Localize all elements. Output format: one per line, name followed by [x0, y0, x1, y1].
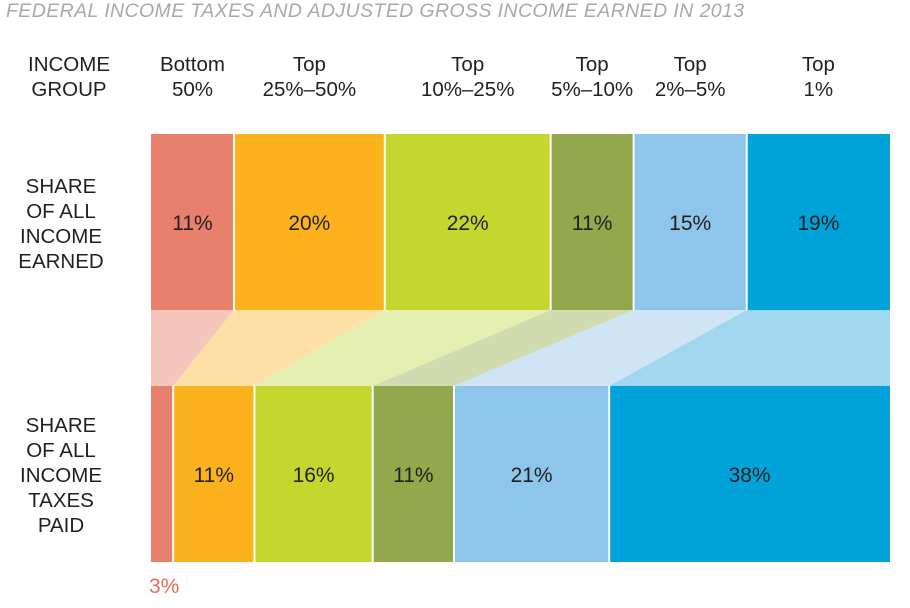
income-value-label: 11% — [572, 212, 612, 235]
income-bar-segment — [633, 134, 747, 310]
income-group-label-line: GROUP — [31, 78, 107, 101]
tax-value-label: 21% — [511, 464, 553, 487]
income-bar-segment — [384, 134, 551, 310]
income-group-header: Top 2%–5% — [620, 52, 760, 102]
tax-value-label: 11% — [194, 464, 234, 487]
connector-band — [151, 310, 234, 386]
income-group-header-line2: 5%–10% — [551, 78, 634, 101]
income-earned-row-label: SHARE OF ALL INCOME EARNED — [0, 174, 122, 274]
tax-bar-segment — [453, 386, 610, 562]
row-label-line: TAXES — [28, 489, 94, 512]
income-value-label: 19% — [797, 212, 839, 235]
income-group-header-line1: Top — [451, 53, 485, 76]
connector-band — [254, 310, 551, 386]
income-bar-segment — [233, 134, 385, 310]
connector-band — [609, 310, 890, 386]
income-group-header: Top 1% — [748, 52, 888, 102]
income-bar-segment — [550, 134, 634, 310]
income-bar-segment — [746, 134, 890, 310]
row-label-line: INCOME — [20, 225, 102, 248]
tax-bar-segment — [372, 386, 454, 562]
income-value-label: 15% — [669, 212, 711, 235]
chart-title: FEDERAL INCOME TAXES AND ADJUSTED GROSS … — [6, 0, 745, 22]
income-group-header-line2: 2%–5% — [654, 78, 726, 101]
tax-bar-segment — [254, 386, 373, 562]
taxes-paid-row-label: SHARE OF ALL INCOME TAXES PAID — [0, 413, 122, 538]
connector-band — [372, 310, 634, 386]
connector-band — [173, 310, 385, 386]
row-label-line: OF ALL — [26, 200, 96, 223]
income-group-header-line2: 10%–25% — [420, 78, 515, 101]
income-group-header-line2: 50% — [171, 78, 213, 101]
income-group-header-line2: 1% — [803, 78, 834, 101]
tax-bar-segment — [151, 386, 174, 562]
income-group-label-line: INCOME — [28, 53, 110, 76]
income-group-header: Bottom 50% — [122, 52, 262, 102]
income-value-label: 11% — [172, 212, 212, 235]
income-group-header-line1: Top — [575, 53, 609, 76]
tax-value-label: 38% — [729, 464, 771, 487]
tax-value-label: 11% — [393, 464, 433, 487]
tax-value-label: 16% — [293, 464, 335, 487]
income-group-label: INCOME GROUP — [0, 52, 138, 102]
row-label-line: OF ALL — [26, 439, 96, 462]
income-group-header: Top 5%–10% — [522, 52, 662, 102]
tax-value-label: 3% — [149, 575, 179, 598]
income-value-label: 20% — [288, 212, 330, 235]
tax-bar-segment — [173, 386, 255, 562]
row-label-line: EARNED — [18, 250, 104, 273]
row-label-line: PAID — [37, 514, 85, 537]
row-label-line: SHARE — [25, 175, 97, 198]
tax-bar-segment — [609, 386, 890, 562]
income-group-header-line1: Bottom — [159, 53, 225, 76]
connector-band — [453, 310, 747, 386]
income-group-header: Top 25%–50% — [239, 52, 379, 102]
income-group-header-line2: 25%–50% — [262, 78, 357, 101]
row-label-line: SHARE — [25, 414, 97, 437]
income-group-header-line1: Top — [673, 53, 707, 76]
income-group-header-line1: Top — [801, 53, 835, 76]
income-group-header: Top 10%–25% — [398, 52, 538, 102]
income-value-label: 22% — [447, 212, 489, 235]
income-group-header-line1: Top — [292, 53, 326, 76]
income-bar-segment — [151, 134, 234, 310]
row-label-line: INCOME — [20, 464, 102, 487]
